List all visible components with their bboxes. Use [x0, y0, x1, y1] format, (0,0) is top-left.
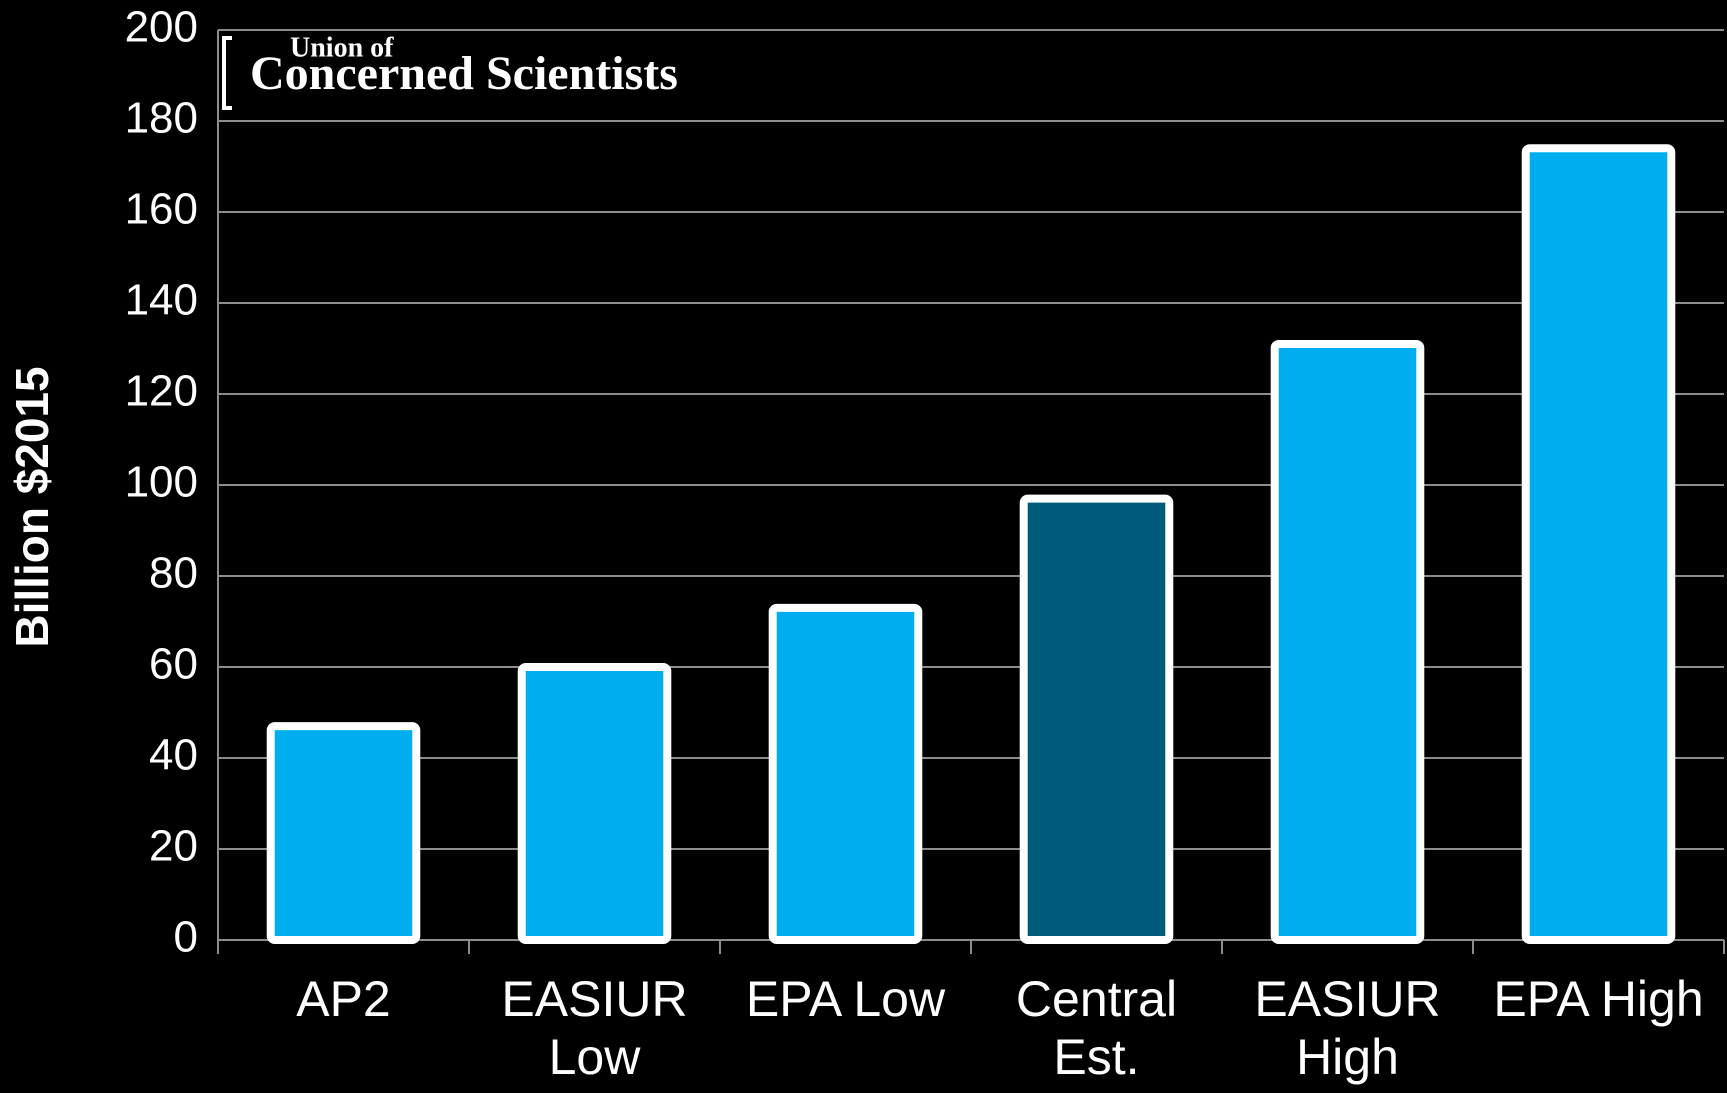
- y-tick-label: 80: [149, 549, 198, 598]
- x-tick-label: EPA High: [1493, 971, 1704, 1027]
- x-tick-label: EASIUR Low: [501, 971, 688, 1085]
- y-tick-label: 160: [125, 185, 198, 234]
- y-tick-label: 120: [125, 367, 198, 416]
- y-tick-label: 140: [125, 276, 198, 325]
- y-tick-label: 0: [174, 913, 198, 962]
- y-tick-label: 20: [149, 822, 198, 871]
- y-tick-label: 60: [149, 640, 198, 689]
- y-tick-label: 40: [149, 731, 198, 780]
- x-tick-label: EPA Low: [745, 971, 946, 1027]
- logo-bracket: [222, 36, 232, 110]
- y-axis-label: Billion $2015: [6, 366, 58, 647]
- bar: [1270, 339, 1425, 944]
- bar: [517, 663, 672, 944]
- logo-line1: Union of: [290, 32, 394, 63]
- bar: [1521, 144, 1676, 945]
- bar: [266, 722, 421, 945]
- x-tick-label: Central Est.: [1015, 971, 1178, 1085]
- y-tick-label: 180: [125, 94, 198, 143]
- bar: [768, 603, 923, 944]
- logo-line2: Concerned Scientists: [250, 47, 678, 100]
- x-tick-label: AP2: [296, 971, 391, 1027]
- y-tick-label: 200: [125, 3, 198, 52]
- bar: [1019, 494, 1174, 944]
- x-tick-label: EASIUR High: [1254, 971, 1441, 1085]
- y-tick-label: 100: [125, 458, 198, 507]
